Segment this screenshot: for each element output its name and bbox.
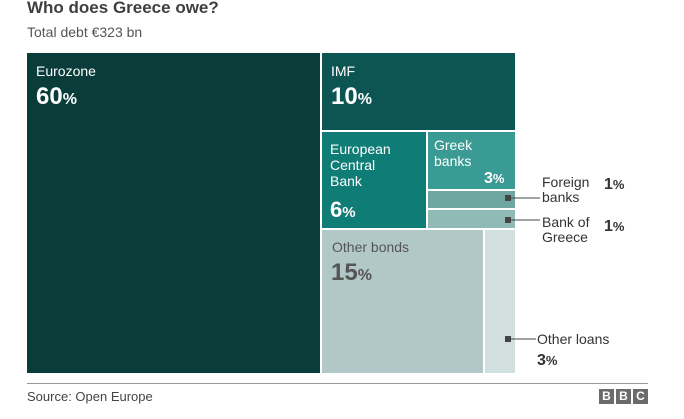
chart-subtitle: Total debt €323 bn bbox=[27, 24, 143, 40]
tile-bank-of-greece bbox=[428, 210, 515, 228]
callout-value-foreign-banks: 1% bbox=[604, 176, 625, 193]
tile-other-loans bbox=[485, 230, 515, 373]
tile-foreign-banks bbox=[428, 191, 515, 208]
label-greek-banks: Greek banks bbox=[434, 137, 476, 169]
callout-label-other-loans: Other loans bbox=[537, 331, 609, 347]
tile-eurozone bbox=[27, 53, 320, 373]
value-other-bonds: 15% bbox=[331, 259, 372, 286]
value-eurozone: 60% bbox=[36, 83, 77, 110]
tile-imf bbox=[322, 53, 515, 130]
source-note: Source: Open Europe bbox=[27, 389, 153, 404]
bbc-logo-block-1: B bbox=[599, 389, 614, 404]
callout-label-foreign-banks: Foreign banks bbox=[542, 174, 593, 205]
label-eurozone: Eurozone bbox=[36, 63, 96, 79]
chart-title: Who does Greece owe? bbox=[27, 0, 219, 17]
bbc-logo-block-2: B bbox=[616, 389, 631, 404]
callout-value-bank-of-greece: 1% bbox=[604, 218, 625, 235]
value-european-central-bank: 6% bbox=[330, 197, 356, 222]
tile-european-central-bank bbox=[322, 132, 426, 228]
tile-greek-banks bbox=[428, 132, 515, 189]
bbc-logo: B B C bbox=[599, 389, 648, 404]
value-imf: 10% bbox=[331, 83, 372, 110]
footer-divider bbox=[27, 383, 648, 384]
tile-other-bonds bbox=[322, 230, 483, 373]
bbc-logo-block-3: C bbox=[633, 389, 648, 404]
value-greek-banks: 3% bbox=[484, 170, 505, 187]
callout-label-bank-of-greece: Bank of Greece bbox=[542, 214, 593, 245]
label-imf: IMF bbox=[331, 63, 355, 79]
label-european-central-bank: European Central Bank bbox=[330, 141, 395, 189]
label-other-bonds: Other bonds bbox=[332, 239, 409, 255]
callout-value-other-loans: 3% bbox=[537, 352, 558, 369]
